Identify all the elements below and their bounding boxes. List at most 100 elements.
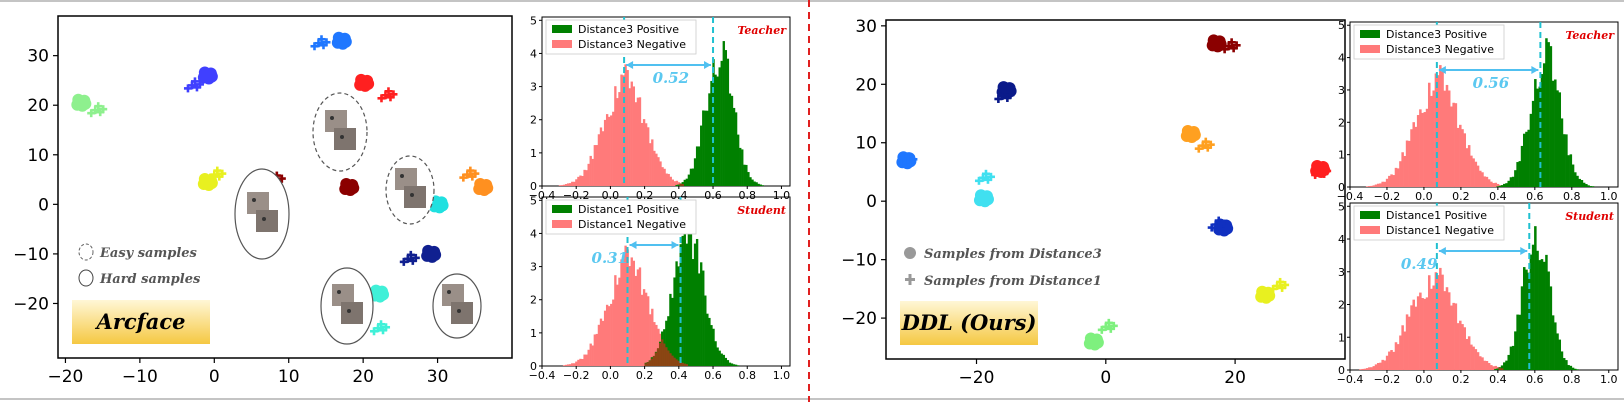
cluster-plus-v bbox=[1283, 280, 1287, 289]
neg-hist-bar bbox=[677, 182, 681, 186]
pos-hist-bar bbox=[728, 93, 732, 186]
pos-hist-bar bbox=[751, 179, 754, 186]
x-tick-label: 0.0 bbox=[602, 189, 620, 202]
cluster-plus-v bbox=[904, 156, 907, 165]
neg-hist-bar bbox=[1465, 148, 1469, 187]
pos-hist-bar bbox=[695, 238, 699, 366]
pos-hist-bar bbox=[1554, 322, 1557, 370]
gap-arrowhead bbox=[626, 61, 634, 69]
cluster-plus-v bbox=[1206, 143, 1210, 152]
neg-hist-bar bbox=[1425, 108, 1429, 187]
overlap-bar bbox=[648, 360, 652, 366]
gap-label: 0.31 bbox=[592, 249, 629, 267]
cluster-point bbox=[71, 93, 92, 112]
pos-hist-bar bbox=[1578, 178, 1581, 187]
neg-hist-bar bbox=[667, 173, 670, 186]
neg-hist-bar bbox=[1456, 323, 1460, 370]
cluster-plus-v bbox=[984, 169, 988, 178]
neg-hist-bar bbox=[1445, 84, 1449, 187]
pos-hist-bar bbox=[1529, 254, 1533, 370]
neg-hist-bar bbox=[599, 318, 603, 366]
x-tick-label: 0.4 bbox=[670, 369, 688, 382]
cluster-plus-v bbox=[411, 256, 415, 265]
gap-arrowhead bbox=[1520, 247, 1528, 255]
pos-hist-bar bbox=[734, 112, 738, 186]
pos-hist-bar bbox=[675, 261, 678, 366]
pos-hist-bar bbox=[706, 313, 709, 366]
neg-hist-bar bbox=[1432, 90, 1435, 187]
neg-hist-bar bbox=[1412, 299, 1415, 370]
neg-hist-bar bbox=[1372, 185, 1376, 187]
pos-hist-bar bbox=[1547, 271, 1550, 370]
cluster-plus-v bbox=[379, 320, 383, 329]
neg-hist-bar bbox=[1359, 369, 1362, 370]
neg-hist-bar bbox=[657, 157, 660, 186]
cluster-plus-v bbox=[414, 253, 418, 262]
cluster-plus-v bbox=[1278, 277, 1282, 286]
role-tag: Teacher bbox=[1565, 29, 1615, 42]
cluster-plus-v bbox=[1214, 220, 1218, 229]
neg-hist-bar bbox=[655, 153, 658, 186]
cluster-plus-v bbox=[909, 158, 912, 167]
neg-hist-bar bbox=[1399, 335, 1402, 370]
x-tick-label: −0.4 bbox=[1337, 373, 1364, 386]
cluster-point bbox=[369, 284, 390, 303]
neg-hist-bar bbox=[585, 170, 588, 186]
cluster-plus bbox=[1220, 38, 1241, 54]
face-thumbnail bbox=[404, 186, 426, 208]
cluster-plus bbox=[310, 35, 331, 51]
neg-hist-bar bbox=[560, 185, 564, 186]
pos-hist-bar bbox=[1500, 185, 1504, 187]
overlap-bar bbox=[679, 183, 682, 186]
neg-hist-bar bbox=[1436, 275, 1440, 370]
cluster-dot-blob bbox=[481, 182, 494, 194]
neg-hist-bar bbox=[579, 175, 582, 186]
pos-hist-bar bbox=[675, 184, 678, 186]
cluster-point bbox=[421, 244, 442, 263]
neg-hist-bar bbox=[1443, 90, 1447, 187]
neg-hist-bar bbox=[564, 364, 568, 366]
x-tick-label: 1.0 bbox=[773, 189, 791, 202]
cluster-plus bbox=[206, 166, 227, 182]
neg-hist-bar bbox=[1374, 184, 1378, 187]
y-tick-label: 5 bbox=[1338, 200, 1345, 213]
neg-hist-bar bbox=[649, 143, 652, 186]
y-tick-label: 4 bbox=[1338, 233, 1345, 246]
neg-hist-bar bbox=[589, 343, 592, 366]
neg-hist-bar bbox=[644, 123, 648, 186]
neg-hist-bar bbox=[1385, 178, 1389, 187]
cluster-plus-v bbox=[217, 172, 221, 181]
role-tag: Student bbox=[737, 204, 786, 217]
pos-hist-bar bbox=[730, 95, 734, 186]
face-thumbnail bbox=[341, 302, 363, 324]
neg-hist-bar bbox=[1479, 170, 1482, 187]
cluster-plus bbox=[1207, 216, 1228, 232]
cluster-plus-v bbox=[392, 90, 395, 99]
pos-hist-bar bbox=[736, 365, 740, 366]
cluster-dot-blob bbox=[205, 70, 218, 83]
cluster-plus-v bbox=[1104, 322, 1108, 331]
neg-hist-bar bbox=[1492, 183, 1495, 187]
neg-hist-bar bbox=[581, 359, 584, 366]
overlap-bar bbox=[1500, 368, 1504, 370]
neg-hist-bar bbox=[651, 308, 654, 366]
cluster-plus-v bbox=[1275, 281, 1279, 290]
pos-hist-bar bbox=[665, 320, 668, 366]
x-tick-label: −10 bbox=[122, 367, 158, 387]
cluster-point bbox=[973, 189, 994, 208]
legend-label: Distance1 Positive bbox=[578, 203, 679, 216]
neg-hist-bar bbox=[1416, 115, 1420, 187]
y-tick-label: 1 bbox=[530, 147, 537, 160]
pos-hist-bar bbox=[1585, 184, 1588, 187]
cluster-plus-v bbox=[220, 169, 224, 178]
pos-hist-bar bbox=[1529, 113, 1533, 187]
pos-hist-bar bbox=[743, 164, 746, 186]
cluster-plus-v bbox=[1317, 167, 1321, 176]
cluster-plus bbox=[1269, 277, 1290, 293]
pos-hist-bar bbox=[1522, 133, 1526, 187]
cluster-plus-v bbox=[96, 102, 100, 111]
pos-hist-bar bbox=[708, 93, 711, 186]
cluster-point bbox=[331, 31, 352, 50]
neg-hist-bar bbox=[589, 155, 592, 186]
pos-hist-bar bbox=[691, 168, 695, 186]
